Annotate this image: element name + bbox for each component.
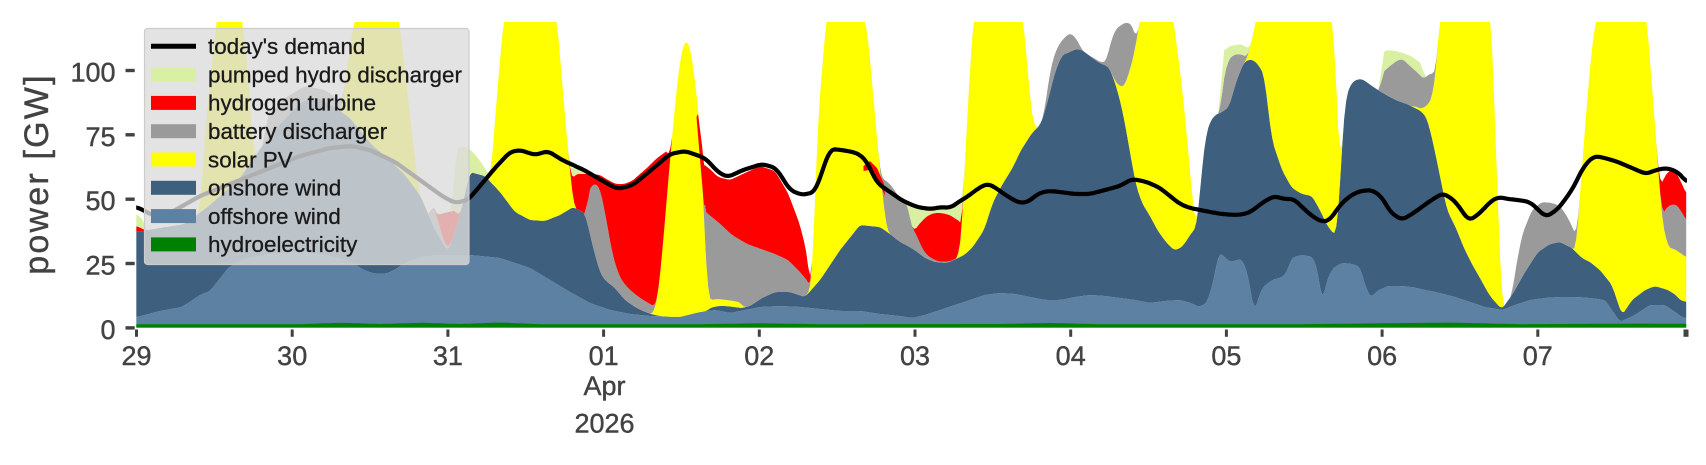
- svg-text:25: 25: [85, 251, 115, 281]
- svg-text:31: 31: [433, 341, 463, 371]
- svg-text:30: 30: [277, 341, 307, 371]
- svg-text:01: 01: [589, 341, 619, 371]
- svg-text:100: 100: [70, 58, 115, 88]
- svg-text:0: 0: [100, 315, 115, 345]
- svg-text:07: 07: [1523, 341, 1553, 371]
- svg-text:04: 04: [1056, 341, 1086, 371]
- svg-text:hydrogen turbine: hydrogen turbine: [208, 91, 376, 116]
- svg-text:06: 06: [1367, 341, 1397, 371]
- svg-text:02: 02: [744, 341, 774, 371]
- svg-text:pumped hydro discharger: pumped hydro discharger: [208, 62, 462, 87]
- svg-text:50: 50: [85, 186, 115, 216]
- svg-text:power [GW]: power [GW]: [18, 73, 56, 274]
- svg-text:onshore wind: onshore wind: [208, 176, 341, 201]
- svg-text:03: 03: [900, 341, 930, 371]
- svg-text:Apr: Apr: [583, 371, 625, 401]
- svg-text:today's demand: today's demand: [208, 34, 365, 59]
- svg-text:05: 05: [1211, 341, 1241, 371]
- svg-text:solar PV: solar PV: [208, 147, 293, 172]
- svg-text:75: 75: [85, 122, 115, 152]
- svg-text:offshore wind: offshore wind: [208, 204, 341, 229]
- svg-text:hydroelectricity: hydroelectricity: [208, 232, 358, 257]
- svg-text:2026: 2026: [574, 409, 634, 439]
- svg-text:29: 29: [121, 341, 151, 371]
- svg-text:battery discharger: battery discharger: [208, 119, 388, 144]
